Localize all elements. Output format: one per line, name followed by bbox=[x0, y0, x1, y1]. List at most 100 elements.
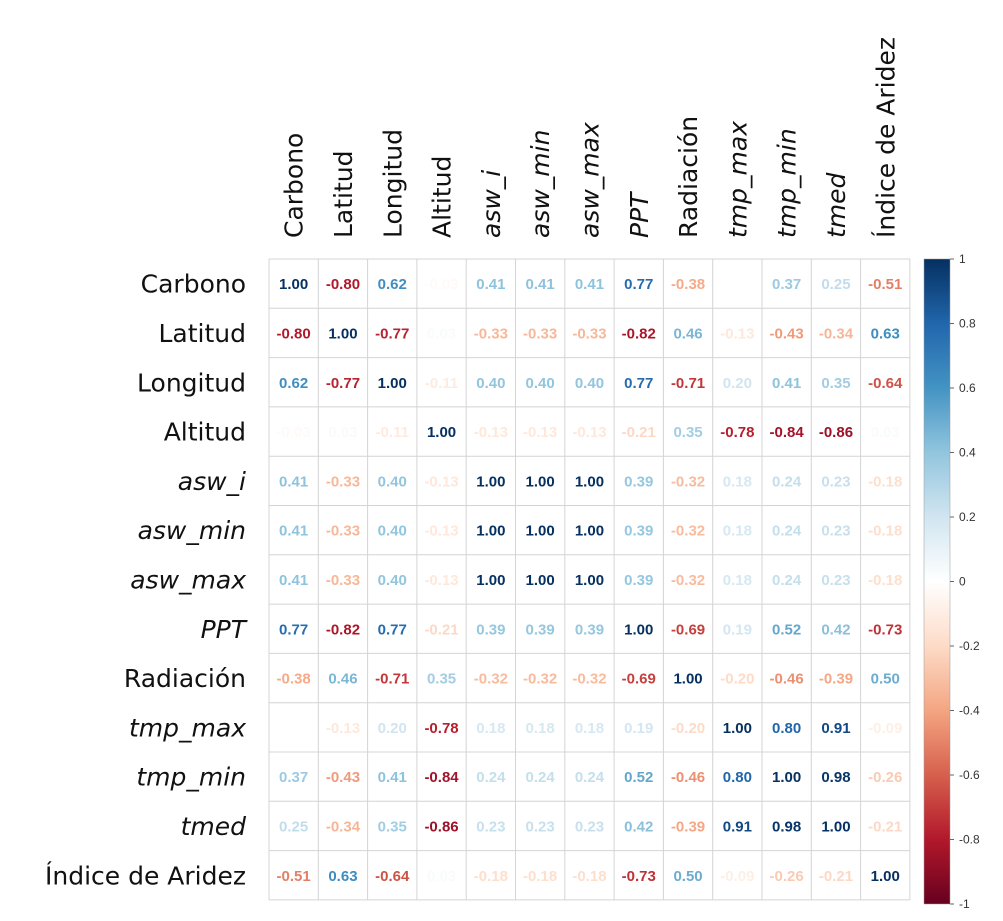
cell-value: -0.82 bbox=[326, 621, 360, 638]
cell-value: -0.18 bbox=[474, 868, 508, 885]
cell-value: 0.50 bbox=[871, 671, 900, 688]
cell-value: 1.00 bbox=[526, 572, 555, 589]
cell-value: 0.35 bbox=[427, 671, 456, 688]
cell-value: 0.18 bbox=[723, 572, 752, 589]
cell-value: -0.32 bbox=[671, 572, 705, 589]
cell-value: 0.03 bbox=[427, 868, 456, 885]
cell-value: 0.39 bbox=[624, 572, 653, 589]
cell-value: 0.19 bbox=[624, 720, 653, 737]
cell-value: -0.39 bbox=[671, 818, 705, 835]
cell-value: 0.23 bbox=[821, 523, 850, 540]
cell-value: 1.00 bbox=[279, 276, 308, 293]
cell-value: -0.77 bbox=[326, 375, 360, 392]
cell-value: -0.21 bbox=[424, 621, 458, 638]
row-label-tmp-max: tmp_max bbox=[129, 713, 246, 742]
cell-value: -0.82 bbox=[622, 325, 656, 342]
cell-value: 0.25 bbox=[279, 818, 308, 835]
row-label-asw-i: asw_i bbox=[178, 467, 246, 496]
cell-value: 0.24 bbox=[476, 769, 506, 786]
cell-value: 0.35 bbox=[378, 818, 407, 835]
cell-value: 0.39 bbox=[624, 523, 653, 540]
cell-value: -0.11 bbox=[425, 375, 458, 392]
cell-value: -0.13 bbox=[572, 424, 606, 441]
cell-value: -0.26 bbox=[868, 769, 902, 786]
cell-value: -0.21 bbox=[868, 818, 902, 835]
row-label-altitud: Altitud bbox=[164, 418, 246, 447]
colorbar-tick-label: -0.4 bbox=[959, 704, 980, 718]
cell-value: -0.51 bbox=[868, 276, 902, 293]
cell-value: -0.21 bbox=[622, 424, 656, 441]
cell-value: 0.39 bbox=[476, 621, 505, 638]
colorbar-tick-label: -0.2 bbox=[959, 639, 980, 653]
cell-value: 0.23 bbox=[821, 473, 850, 490]
cell-value: 0.52 bbox=[624, 769, 653, 786]
row-label-latitud: Latitud bbox=[158, 319, 246, 348]
cell-value: -0.13 bbox=[720, 325, 754, 342]
col-label-tmp-max: tmp_max bbox=[723, 121, 752, 238]
cell-value: 1.00 bbox=[673, 671, 702, 688]
cell-value: -0.09 bbox=[868, 720, 902, 737]
colorbar-tick-label: -0.8 bbox=[959, 833, 980, 847]
cell-value: 1.00 bbox=[871, 868, 900, 885]
cell-value: -0.39 bbox=[819, 671, 853, 688]
cell-value: 0.41 bbox=[476, 276, 505, 293]
colorbar-gradient bbox=[923, 258, 951, 905]
cell-value: 0.37 bbox=[772, 276, 801, 293]
cell-value: 0.37 bbox=[279, 769, 308, 786]
col-label-asw-i: asw_i bbox=[477, 170, 506, 238]
label-layer: Carbono Latitud Longitud Altitud asw_i asw_mi… bbox=[45, 37, 900, 890]
cell-value: 0.24 bbox=[772, 473, 802, 490]
cell-value: -0.09 bbox=[720, 868, 754, 885]
cell-value: 0.19 bbox=[723, 621, 752, 638]
cell-value: -0.33 bbox=[326, 473, 360, 490]
cell-value: 0.23 bbox=[575, 818, 604, 835]
cell-value: 0.41 bbox=[378, 769, 407, 786]
col-label-longitud: Longitud bbox=[378, 129, 407, 238]
cell-value: 0.41 bbox=[279, 572, 308, 589]
cell-value: -0.26 bbox=[770, 868, 804, 885]
cell-value: 0.35 bbox=[821, 375, 850, 392]
cell-value: 0.18 bbox=[575, 720, 604, 737]
cell-value: 1.00 bbox=[526, 473, 555, 490]
cell-value: 0.39 bbox=[526, 621, 555, 638]
cell-value: 1.00 bbox=[427, 424, 456, 441]
cell-value: -0.77 bbox=[375, 325, 409, 342]
cell-value: 0.46 bbox=[328, 671, 357, 688]
cell-value: -0.33 bbox=[523, 325, 557, 342]
col-label-tmed: tmed bbox=[822, 172, 851, 238]
colorbar-tick-label: 0.2 bbox=[959, 510, 976, 524]
col-label-altitud: Altitud bbox=[428, 156, 457, 238]
cell-value: -0.71 bbox=[375, 671, 409, 688]
cell-value: 0.80 bbox=[723, 769, 752, 786]
cell-value: 1.00 bbox=[328, 325, 357, 342]
cell-value: 0.40 bbox=[378, 523, 407, 540]
cell-value: 0.03 bbox=[871, 424, 900, 441]
col-label-asw-max: asw_max bbox=[575, 122, 604, 238]
cell-value: -0.78 bbox=[424, 720, 458, 737]
cell-value: 0.40 bbox=[378, 572, 407, 589]
cell-value: -0.64 bbox=[375, 868, 410, 885]
cell-value: 1.00 bbox=[575, 572, 604, 589]
cell-value: 0.23 bbox=[476, 818, 505, 835]
cell-value: 0.40 bbox=[575, 375, 604, 392]
cell-value: 0.77 bbox=[279, 621, 308, 638]
cell-value: 0.03 bbox=[328, 424, 357, 441]
cell-value: 0.62 bbox=[378, 276, 407, 293]
cell-value: -0.38 bbox=[277, 671, 311, 688]
col-label-indice-de-aridez: Índice de Aridez bbox=[871, 37, 900, 238]
cell-value: 0.41 bbox=[279, 473, 308, 490]
cell-value: 1.00 bbox=[723, 720, 752, 737]
cell-value: 1.00 bbox=[526, 523, 555, 540]
cell-value: 0.41 bbox=[526, 276, 555, 293]
cell-value: 0.03 bbox=[427, 325, 456, 342]
row-label-asw-max: asw_max bbox=[130, 565, 246, 594]
cell-value: 1.00 bbox=[476, 523, 505, 540]
cell-value: 0.42 bbox=[821, 621, 850, 638]
colorbar-tick-label: 1 bbox=[959, 252, 966, 266]
cell-value: 0.18 bbox=[723, 473, 752, 490]
cell-value: 0.24 bbox=[772, 523, 802, 540]
cell-value: -0.69 bbox=[671, 621, 705, 638]
cell-value: 0.23 bbox=[821, 572, 850, 589]
cell-value: -0.32 bbox=[572, 671, 606, 688]
col-label-ppt: PPT bbox=[625, 191, 654, 238]
